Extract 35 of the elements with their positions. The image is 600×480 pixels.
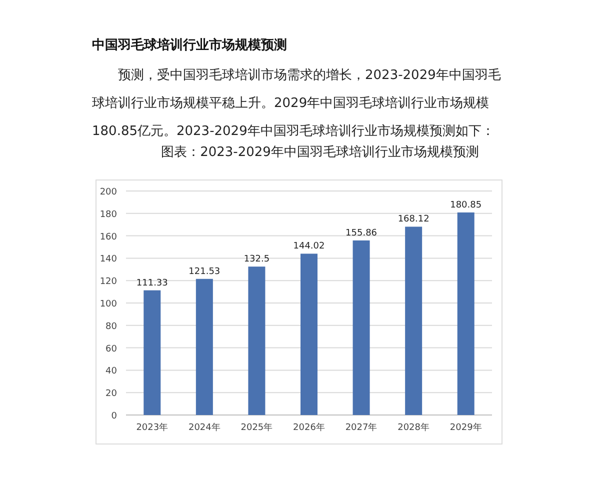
y-tick-label: 120 [100, 277, 118, 288]
y-tick-label: 60 [106, 344, 118, 354]
x-tick-label: 2024年 [188, 422, 220, 433]
bar [144, 290, 161, 415]
y-tick-label: 140 [100, 254, 118, 265]
x-tick-label: 2028年 [398, 422, 430, 433]
bar [300, 254, 318, 415]
y-tick-label: 40 [106, 366, 118, 377]
data-label: 144.02 [293, 242, 325, 252]
data-label: 168.12 [398, 214, 430, 225]
y-tick-label: 180 [100, 210, 118, 220]
bar [248, 266, 266, 415]
text: 预测，受中国羽毛球培训市场需求的增长，2023-2029年中国羽毛球培训行业市场规模平稳上升。2029年中国羽毛球培训行业市场规模180.85亿元。2023-2029年中国羽毛球培训行业市场规模预测如下： [92, 67, 502, 141]
bar [457, 212, 474, 415]
x-tick-label: 2029年 [450, 422, 482, 433]
chart-subtitle: 图表：2023-2029年中国羽毛球培训行业市场规模预测 [160, 144, 480, 161]
data-label: 132.5 [244, 254, 270, 265]
y-tick-label: 0 [111, 412, 118, 422]
chart-title: 中国羽毛球培训行业市场规模预测 [92, 36, 287, 54]
bar [352, 240, 370, 415]
y-tick-label: 20 [106, 389, 118, 400]
bar [405, 226, 422, 415]
y-tick-label: 100 [100, 300, 118, 310]
data-label: 121.53 [188, 266, 220, 277]
bar [196, 278, 213, 415]
x-tick-label: 2023年 [136, 422, 168, 433]
data-label: 111.33 [136, 278, 168, 288]
data-label: 180.85 [450, 200, 482, 210]
x-tick-label: 2027年 [345, 422, 378, 433]
data-label: 155.86 [346, 228, 378, 238]
y-tick-label: 160 [100, 232, 118, 242]
x-tick-label: 2026年 [293, 422, 325, 433]
y-tick-label: 200 [100, 188, 118, 198]
x-tick-label: 2025年 [240, 422, 273, 433]
y-tick-label: 80 [106, 322, 118, 332]
